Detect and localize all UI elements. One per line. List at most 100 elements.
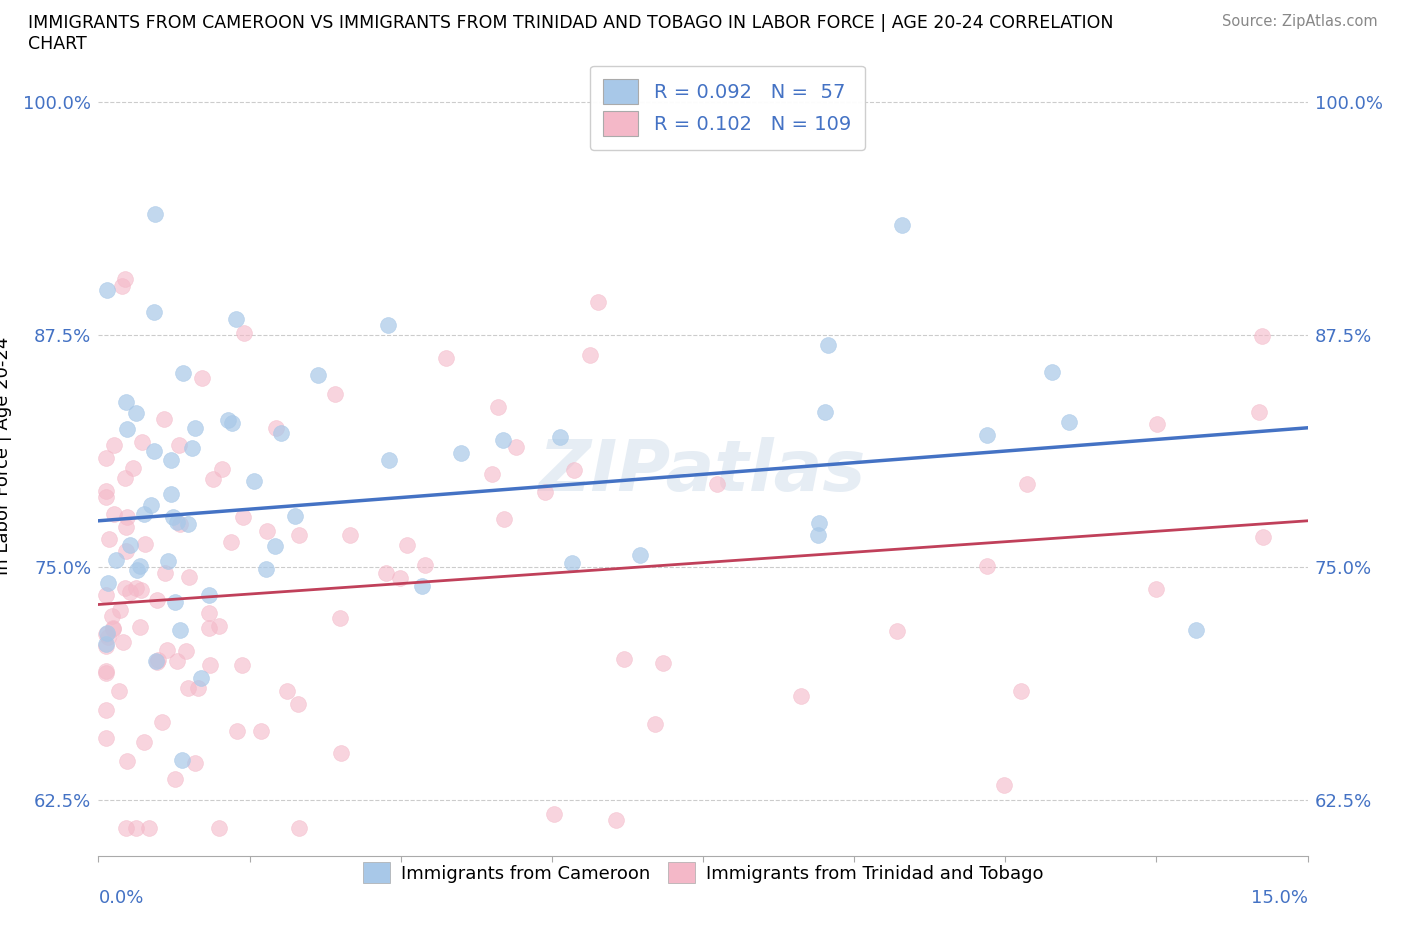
Point bbox=[323, 386, 346, 401]
Point bbox=[411, 578, 433, 593]
Text: IMMIGRANTS FROM CAMEROON VS IMMIGRANTS FROM TRINIDAD AND TOBAGO IN LABOR FORCE |: IMMIGRANTS FROM CAMEROON VS IMMIGRANTS F… bbox=[28, 14, 1114, 32]
Point bbox=[377, 317, 399, 332]
Point bbox=[169, 516, 191, 531]
Point bbox=[146, 653, 169, 668]
Point bbox=[145, 653, 167, 668]
Point bbox=[157, 553, 180, 568]
Point bbox=[96, 626, 118, 641]
Point bbox=[162, 510, 184, 525]
Point bbox=[187, 681, 209, 696]
Point bbox=[886, 624, 908, 639]
Point bbox=[605, 813, 627, 828]
Point bbox=[134, 537, 156, 551]
Point bbox=[131, 582, 153, 597]
Point bbox=[115, 753, 138, 768]
Text: Source: ZipAtlas.com: Source: ZipAtlas.com bbox=[1222, 14, 1378, 29]
Point bbox=[413, 557, 436, 572]
Point bbox=[378, 453, 401, 468]
Point bbox=[388, 571, 411, 586]
Point bbox=[814, 405, 837, 420]
Point bbox=[172, 365, 194, 380]
Point bbox=[97, 630, 120, 644]
Point bbox=[1144, 582, 1167, 597]
Text: ZIPatlas: ZIPatlas bbox=[540, 437, 866, 506]
Point bbox=[101, 622, 124, 637]
Point bbox=[644, 716, 666, 731]
Point bbox=[139, 498, 162, 512]
Point bbox=[190, 671, 212, 685]
Text: 0.0%: 0.0% bbox=[98, 889, 143, 907]
Point bbox=[1184, 622, 1206, 637]
Point bbox=[115, 395, 138, 410]
Point bbox=[114, 520, 136, 535]
Point bbox=[534, 485, 557, 499]
Point bbox=[165, 771, 187, 786]
Point bbox=[112, 635, 135, 650]
Point bbox=[96, 666, 118, 681]
Point bbox=[491, 432, 513, 447]
Point bbox=[494, 512, 516, 526]
Point bbox=[127, 563, 149, 578]
Point bbox=[138, 820, 160, 835]
Point bbox=[1249, 405, 1271, 419]
Point bbox=[124, 580, 146, 595]
Point bbox=[152, 412, 174, 427]
Point bbox=[613, 651, 636, 666]
Point bbox=[706, 476, 728, 491]
Point bbox=[329, 610, 352, 625]
Point bbox=[276, 684, 298, 698]
Point bbox=[243, 473, 266, 488]
Point bbox=[1251, 530, 1274, 545]
Point bbox=[108, 684, 131, 698]
Point bbox=[96, 636, 118, 651]
Point bbox=[96, 731, 118, 746]
Point bbox=[163, 594, 186, 609]
Point bbox=[177, 681, 200, 696]
Point bbox=[197, 620, 219, 635]
Point bbox=[160, 486, 183, 501]
Point bbox=[976, 559, 998, 574]
Point bbox=[628, 548, 651, 563]
Point bbox=[150, 714, 173, 729]
Point bbox=[890, 218, 912, 232]
Point bbox=[155, 565, 177, 580]
Point bbox=[96, 626, 118, 641]
Point bbox=[103, 437, 125, 452]
Point bbox=[132, 735, 155, 750]
Point bbox=[98, 531, 121, 546]
Point bbox=[120, 538, 142, 552]
Point bbox=[579, 347, 602, 362]
Point bbox=[132, 507, 155, 522]
Point bbox=[287, 697, 309, 711]
Point bbox=[96, 450, 118, 465]
Point bbox=[183, 756, 205, 771]
Point bbox=[232, 326, 254, 340]
Point bbox=[1040, 365, 1063, 379]
Point bbox=[97, 576, 120, 591]
Point bbox=[993, 777, 1015, 792]
Point bbox=[586, 294, 609, 309]
Point bbox=[143, 206, 166, 221]
Point bbox=[96, 489, 118, 504]
Point bbox=[131, 434, 153, 449]
Point bbox=[1146, 417, 1168, 432]
Text: 15.0%: 15.0% bbox=[1250, 889, 1308, 907]
Point bbox=[225, 312, 247, 326]
Point bbox=[481, 466, 503, 481]
Point bbox=[111, 278, 134, 293]
Point bbox=[142, 304, 165, 319]
Point bbox=[651, 656, 673, 671]
Point bbox=[264, 538, 287, 553]
Point bbox=[146, 592, 169, 607]
Point bbox=[197, 605, 219, 620]
Point bbox=[128, 619, 150, 634]
Point bbox=[256, 524, 278, 538]
Point bbox=[114, 820, 136, 835]
Point bbox=[96, 588, 118, 603]
Point bbox=[505, 439, 527, 454]
Point bbox=[284, 509, 307, 524]
Point bbox=[114, 580, 136, 595]
Point bbox=[125, 820, 148, 835]
Point bbox=[191, 370, 214, 385]
Point bbox=[143, 444, 166, 458]
